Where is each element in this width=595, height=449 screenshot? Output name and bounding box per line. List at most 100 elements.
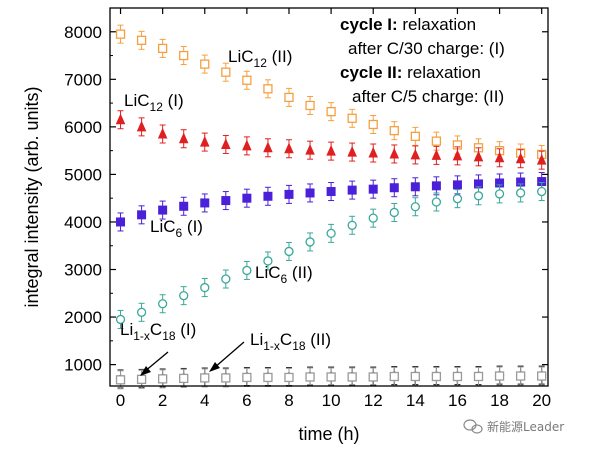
data-point-5-6 xyxy=(242,372,252,383)
data-point-5-9 xyxy=(305,372,315,382)
data-point-3-0 xyxy=(115,314,126,325)
plot-frame xyxy=(109,7,549,387)
data-point-3-1 xyxy=(136,307,147,317)
data-point-5-12 xyxy=(368,372,378,382)
data-point-3-10 xyxy=(326,228,336,239)
data-point-1-19 xyxy=(515,152,526,164)
data-point-3-3 xyxy=(179,291,189,301)
data-point-3-9 xyxy=(305,237,315,247)
data-point-1-6 xyxy=(242,139,252,151)
data-point-0-15 xyxy=(431,136,442,146)
data-point-2-5 xyxy=(221,196,231,206)
y-tick-label-1: 2000 xyxy=(64,308,102,327)
data-point-5-2 xyxy=(157,374,168,384)
data-point-1-8 xyxy=(284,142,294,154)
data-point-1-13 xyxy=(389,147,400,159)
data-point-0-5 xyxy=(221,67,231,77)
series-label-lic6-ii: LiC6 (II) xyxy=(255,263,313,286)
x-tick-label-6: 12 xyxy=(364,391,383,410)
data-point-2-13 xyxy=(389,183,399,193)
data-point-0-8 xyxy=(284,92,294,103)
data-point-3-2 xyxy=(157,299,168,309)
data-point-0-1 xyxy=(136,35,147,45)
data-point-2-9 xyxy=(305,188,315,198)
data-point-1-18 xyxy=(494,151,505,163)
data-point-1-9 xyxy=(305,143,315,155)
data-point-1-4 xyxy=(199,135,210,147)
x-tick-label-9: 18 xyxy=(490,391,509,410)
y-tick-label-5: 6000 xyxy=(64,118,102,137)
data-point-3-5 xyxy=(221,274,231,284)
y-tick-label-0: 1000 xyxy=(64,356,102,375)
data-point-2-2 xyxy=(158,205,168,215)
x-tick-label-3: 6 xyxy=(242,391,251,410)
data-point-5-8 xyxy=(284,372,294,383)
data-point-3-16 xyxy=(452,194,463,204)
data-point-0-9 xyxy=(305,100,315,111)
data-layer xyxy=(115,24,547,390)
data-point-5-0 xyxy=(115,375,126,385)
data-point-3-19 xyxy=(515,188,526,198)
data-point-1-7 xyxy=(263,141,273,153)
data-point-0-10 xyxy=(326,107,336,117)
data-point-1-15 xyxy=(431,149,442,160)
data-point-1-1 xyxy=(136,120,147,132)
data-point-2-12 xyxy=(368,184,378,194)
data-point-5-18 xyxy=(494,371,505,381)
series-label-lic12-i: LiC12 (I) xyxy=(124,91,184,114)
series-3 xyxy=(115,182,547,329)
data-point-0-14 xyxy=(410,131,420,142)
data-point-1-2 xyxy=(157,127,168,139)
data-point-0-3 xyxy=(179,50,189,61)
data-point-2-14 xyxy=(410,182,420,192)
data-point-5-1 xyxy=(136,374,147,384)
data-point-2-3 xyxy=(179,201,189,211)
legend-line-2: after C/30 charge: (I) xyxy=(348,39,505,58)
data-point-1-16 xyxy=(452,149,463,161)
series-label-li1xc18-i: Li1-xC18 (I) xyxy=(120,320,196,343)
x-tick-label-10: 20 xyxy=(532,391,551,410)
data-point-5-19 xyxy=(515,371,526,381)
data-point-2-15 xyxy=(431,181,441,191)
data-point-1-12 xyxy=(368,146,378,158)
data-point-5-7 xyxy=(263,372,273,383)
series-2 xyxy=(116,172,547,232)
y-tick-label-7: 8000 xyxy=(64,23,102,42)
x-tick-label-0: 0 xyxy=(116,391,125,410)
series-label-li1xc18-ii: Li1-xC18 (II) xyxy=(250,330,331,353)
data-point-2-0 xyxy=(116,217,126,227)
data-point-5-15 xyxy=(431,371,442,382)
data-point-0-12 xyxy=(368,119,378,130)
data-point-1-20 xyxy=(536,153,547,165)
data-point-3-11 xyxy=(347,220,357,230)
legend-line-4: after C/5 charge: (II) xyxy=(352,87,504,106)
watermark: 新能源Leader xyxy=(463,419,564,434)
data-point-1-3 xyxy=(178,132,189,144)
data-point-2-16 xyxy=(452,180,462,190)
y-tick-label-2: 3000 xyxy=(64,261,102,280)
data-point-1-0 xyxy=(115,113,126,125)
x-tick-label-4: 8 xyxy=(284,391,293,410)
legend-line-3: cycle II: relaxation xyxy=(340,63,481,82)
data-point-1-5 xyxy=(221,138,231,149)
data-point-2-10 xyxy=(326,187,336,197)
x-axis-title: time (h) xyxy=(298,424,359,444)
axes-layer: 0 2 4 6 8 10 12 14 16 18 20 1000 2000 3000 4000 5000 600… xyxy=(64,8,551,410)
data-point-3-4 xyxy=(200,282,210,293)
data-point-0-11 xyxy=(347,113,357,123)
x-tick-label-5: 10 xyxy=(322,391,341,410)
watermark-text: 新能源Leader xyxy=(487,419,564,434)
data-point-1-14 xyxy=(410,148,421,160)
data-point-1-11 xyxy=(347,145,357,157)
arrowhead-li1xc18-ii xyxy=(209,362,220,372)
data-point-5-3 xyxy=(179,373,189,384)
y-axis-title: integral intensity (arb. units) xyxy=(22,86,42,307)
x-tick-label-7: 14 xyxy=(406,391,425,410)
data-point-5-10 xyxy=(326,372,336,382)
data-point-1-10 xyxy=(326,144,336,156)
data-point-5-13 xyxy=(389,371,399,382)
data-point-3-6 xyxy=(242,265,252,276)
data-point-3-15 xyxy=(431,197,442,207)
data-point-3-8 xyxy=(284,246,294,257)
